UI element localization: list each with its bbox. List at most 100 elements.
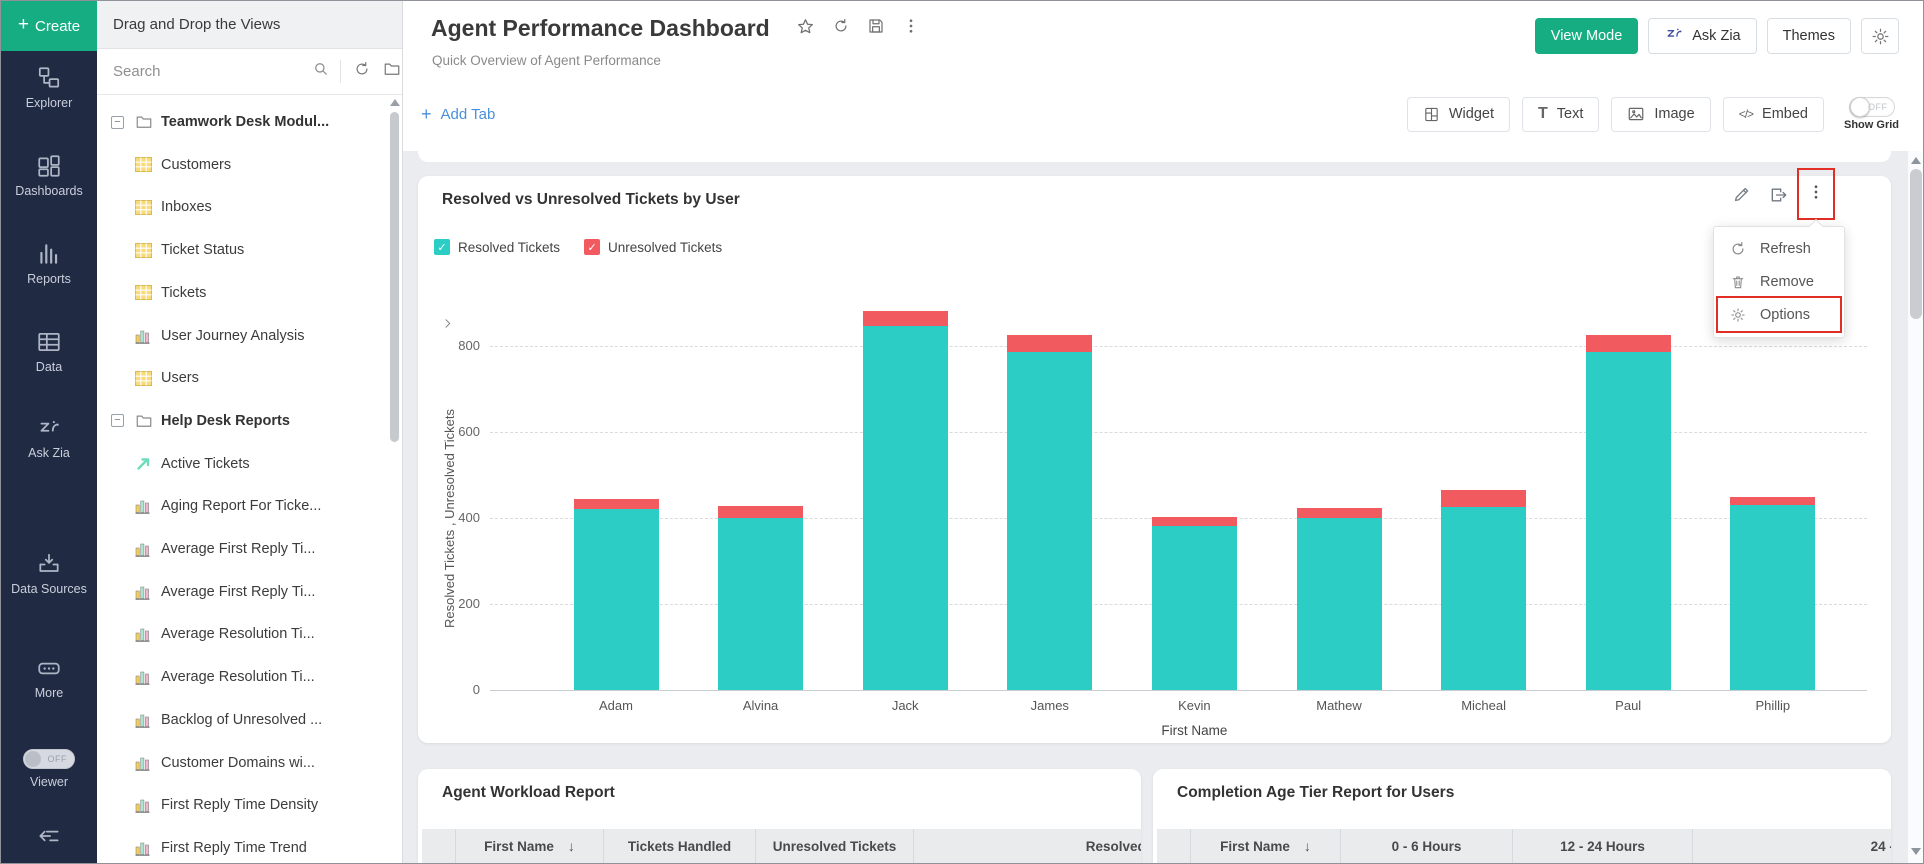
column-header-first-name[interactable]: First Name ↓ — [1191, 829, 1341, 863]
bar-unresolved-jack[interactable] — [862, 311, 948, 327]
bar-resolved-james[interactable] — [1007, 352, 1093, 690]
widget-button[interactable]: Widget — [1406, 96, 1510, 132]
bar-unresolved-phillip[interactable] — [1730, 497, 1816, 505]
tree-view-item[interactable]: User Journey Analysis — [97, 315, 388, 357]
x-axis-tick-label: Alvina — [742, 698, 779, 713]
tree-item-label: Tickets — [161, 284, 207, 301]
column-header-24-48-ho[interactable]: 24 - 48 Ho — [1693, 829, 1891, 863]
tree-view-item[interactable]: Average First Reply Ti... — [97, 528, 388, 570]
bar-unresolved-micheal[interactable] — [1441, 490, 1527, 508]
column-header-resolved-ti[interactable]: Resolved Ti — [914, 829, 1141, 863]
column-header-first-name[interactable]: First Name ↓ — [456, 829, 604, 863]
scroll-down-arrow-icon[interactable] — [1911, 848, 1921, 855]
bar-resolved-jack[interactable] — [862, 326, 948, 690]
bar-resolved-adam[interactable] — [573, 509, 659, 690]
tree-folder-row[interactable]: − Help Desk Reports — [97, 400, 388, 442]
sidebar-item-data[interactable]: Data — [1, 329, 97, 375]
tree-view-item[interactable]: Customer Domains wi... — [97, 742, 388, 784]
legend-item[interactable]: ✓ Resolved Tickets — [434, 239, 560, 255]
column-header-unresolved-tickets[interactable]: Unresolved Tickets — [756, 829, 914, 863]
sidebar-item-data-sources[interactable]: Data Sources — [1, 551, 97, 597]
tree-view-item[interactable]: Average Resolution Ti... — [97, 613, 388, 655]
favorite-star-icon[interactable] — [796, 17, 815, 41]
sidebar-item-more[interactable]: More — [1, 655, 97, 701]
bar-resolved-mathew[interactable] — [1296, 517, 1382, 690]
bar-resolved-paul[interactable] — [1585, 352, 1671, 690]
tree-view-item[interactable]: Average First Reply Ti... — [97, 571, 388, 613]
collapse-sidebar-button[interactable] — [1, 823, 97, 849]
themes-button[interactable]: Themes — [1766, 18, 1851, 54]
bar-unresolved-mathew[interactable] — [1296, 507, 1382, 518]
menu-item-options[interactable]: Options — [1714, 296, 1844, 333]
kebab-menu-icon[interactable] — [902, 17, 920, 40]
text-button[interactable]: T Text — [1522, 96, 1600, 132]
legend-checkbox-icon[interactable]: ✓ — [434, 239, 450, 255]
bar-unresolved-paul[interactable] — [1585, 335, 1671, 353]
sort-descending-icon[interactable]: ↓ — [1303, 838, 1311, 854]
tree-view-item[interactable]: Ticket Status — [97, 229, 388, 271]
bar-resolved-micheal[interactable] — [1441, 507, 1527, 690]
show-grid-toggle[interactable]: OFF — [1848, 97, 1895, 117]
tree-scrollbar[interactable] — [389, 99, 400, 442]
tree-view-item[interactable]: First Reply Time Density — [97, 784, 388, 826]
tree-view-item[interactable]: Active Tickets — [97, 443, 388, 485]
tree-view-item[interactable]: Backlog of Unresolved ... — [97, 699, 388, 741]
sort-descending-icon[interactable]: ↓ — [567, 838, 575, 854]
embed-button[interactable]: </> Embed — [1722, 96, 1824, 132]
tree-view-item[interactable]: First Reply Time Trend — [97, 827, 388, 863]
page-subtitle: Quick Overview of Agent Performance — [432, 53, 661, 68]
create-button[interactable]: + Create — [1, 1, 97, 51]
row-gutter-header[interactable] — [422, 829, 456, 863]
folder-view-icon[interactable] — [383, 60, 401, 83]
tree-folder-row[interactable]: − Teamwork Desk Modul... — [97, 101, 388, 143]
ask-zia-button[interactable]: Ask Zia — [1648, 18, 1757, 54]
collapse-minus-icon[interactable]: − — [111, 414, 124, 428]
settings-gear-button[interactable] — [1861, 18, 1899, 54]
menu-item-remove[interactable]: Remove — [1714, 265, 1844, 298]
legend-item[interactable]: ✓ Unresolved Tickets — [584, 239, 722, 255]
sidebar-item-ask-zia[interactable]: Ask Zia — [1, 415, 97, 461]
scrollbar-thumb[interactable] — [390, 112, 399, 442]
bar-unresolved-alvina[interactable] — [718, 505, 804, 518]
axis-expand-chevron-icon[interactable] — [440, 316, 455, 336]
chart-kebab-menu-icon[interactable] — [1807, 183, 1825, 206]
main-scrollbar[interactable] — [1907, 151, 1923, 863]
sidebar-item-dashboards[interactable]: Dashboards — [1, 153, 97, 199]
add-tab-button[interactable]: + Add Tab — [421, 103, 496, 124]
column-header-12-24-hours[interactable]: 12 - 24 Hours — [1513, 829, 1693, 863]
bar-resolved-phillip[interactable] — [1730, 504, 1816, 690]
column-header-tickets-handled[interactable]: Tickets Handled — [604, 829, 756, 863]
column-header-0-6-hours[interactable]: 0 - 6 Hours — [1341, 829, 1513, 863]
bar-unresolved-kevin[interactable] — [1151, 516, 1237, 527]
menu-item-refresh[interactable]: Refresh — [1714, 232, 1844, 265]
table-icon — [135, 199, 152, 215]
save-icon[interactable] — [867, 17, 885, 40]
tree-view-item[interactable]: Average Resolution Ti... — [97, 656, 388, 698]
bar-resolved-kevin[interactable] — [1151, 526, 1237, 690]
legend-checkbox-icon[interactable]: ✓ — [584, 239, 601, 255]
refresh-views-icon[interactable] — [353, 60, 371, 83]
tree-view-item[interactable]: Customers — [97, 144, 388, 186]
view-mode-button[interactable]: View Mode — [1534, 18, 1639, 54]
edit-pencil-icon[interactable] — [1732, 185, 1751, 209]
scroll-up-arrow-icon[interactable] — [389, 99, 400, 106]
tree-view-item[interactable]: Tickets — [97, 272, 388, 314]
sidebar-item-explorer[interactable]: Explorer — [1, 65, 97, 111]
search-input[interactable] — [113, 63, 312, 80]
export-icon[interactable] — [1769, 185, 1789, 210]
tree-view-item[interactable]: Aging Report For Ticke... — [97, 485, 388, 527]
bar-unresolved-adam[interactable] — [573, 499, 659, 510]
toggle-knob — [1849, 97, 1870, 117]
scrollbar-thumb[interactable] — [1910, 169, 1922, 319]
sidebar-item-reports[interactable]: Reports — [1, 241, 97, 287]
viewer-toggle[interactable]: OFF — [23, 749, 75, 769]
collapse-minus-icon[interactable]: − — [111, 115, 124, 129]
image-button[interactable]: Image — [1611, 96, 1711, 132]
bar-unresolved-james[interactable] — [1007, 334, 1093, 353]
bar-resolved-alvina[interactable] — [718, 517, 804, 690]
tree-view-item[interactable]: Inboxes — [97, 186, 388, 228]
row-gutter-header[interactable] — [1157, 829, 1191, 863]
tree-view-item[interactable]: Users — [97, 357, 388, 399]
refresh-dashboard-icon[interactable] — [832, 17, 850, 40]
scroll-up-arrow-icon[interactable] — [1911, 157, 1921, 164]
